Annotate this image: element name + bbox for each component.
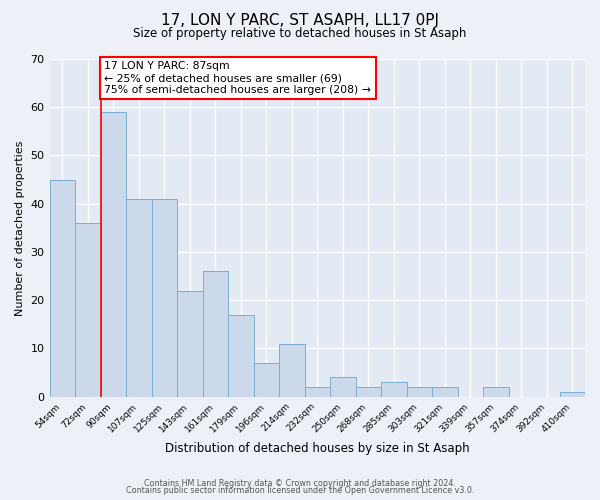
Text: Contains HM Land Registry data © Crown copyright and database right 2024.: Contains HM Land Registry data © Crown c…	[144, 478, 456, 488]
Bar	[356, 387, 381, 396]
Text: Size of property relative to detached houses in St Asaph: Size of property relative to detached ho…	[133, 28, 467, 40]
Bar	[279, 344, 305, 396]
Bar	[483, 387, 509, 396]
Bar	[254, 363, 279, 396]
Bar	[126, 199, 152, 396]
Bar	[177, 290, 203, 397]
Bar	[50, 180, 75, 396]
Bar	[432, 387, 458, 396]
Bar	[203, 272, 228, 396]
Text: 17 LON Y PARC: 87sqm
← 25% of detached houses are smaller (69)
75% of semi-detac: 17 LON Y PARC: 87sqm ← 25% of detached h…	[104, 62, 371, 94]
Bar	[305, 387, 330, 396]
X-axis label: Distribution of detached houses by size in St Asaph: Distribution of detached houses by size …	[165, 442, 470, 455]
Bar	[330, 378, 356, 396]
Bar	[101, 112, 126, 397]
Bar	[407, 387, 432, 396]
Bar	[381, 382, 407, 396]
Text: Contains public sector information licensed under the Open Government Licence v3: Contains public sector information licen…	[126, 486, 474, 495]
Bar	[228, 314, 254, 396]
Bar	[152, 199, 177, 396]
Y-axis label: Number of detached properties: Number of detached properties	[15, 140, 25, 316]
Text: 17, LON Y PARC, ST ASAPH, LL17 0PJ: 17, LON Y PARC, ST ASAPH, LL17 0PJ	[161, 12, 439, 28]
Bar	[75, 223, 101, 396]
Bar	[560, 392, 585, 396]
